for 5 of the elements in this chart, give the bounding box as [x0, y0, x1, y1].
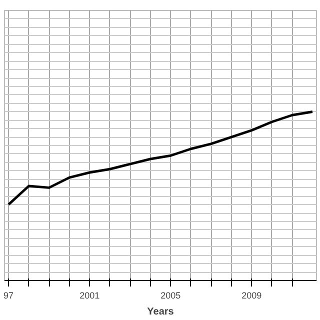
x-tick-label: 97: [4, 290, 14, 300]
x-tick-label: 2005: [160, 290, 181, 300]
x-tick-label: 2001: [80, 290, 100, 300]
x-tick-label: 2009: [242, 290, 262, 300]
x-axis-title: Years: [147, 306, 174, 318]
